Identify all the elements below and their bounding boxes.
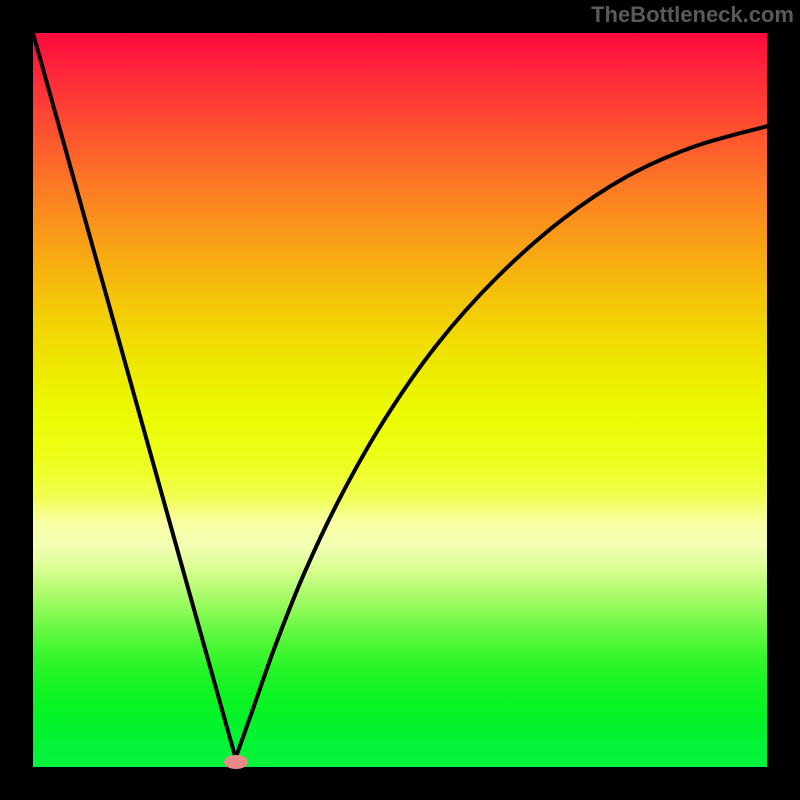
- cusp-marker: [224, 755, 248, 769]
- watermark-text: TheBottleneck.com: [591, 2, 794, 28]
- plot-area: [33, 33, 767, 767]
- chart-canvas: TheBottleneck.com: [0, 0, 800, 800]
